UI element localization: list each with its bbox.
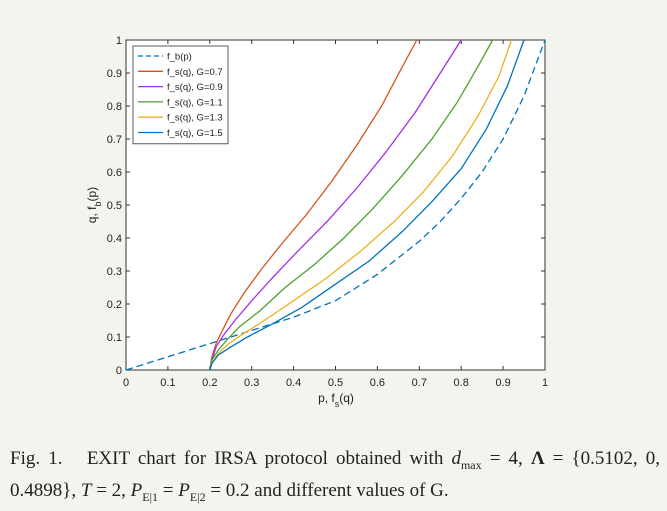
y-tick-label: 0.7 (107, 134, 122, 146)
x-tick-label: 0 (123, 377, 129, 389)
x-axis-label: p, fs(q) (318, 391, 354, 409)
y-tick-label: 1 (116, 35, 122, 47)
legend-entry-label: f_s(q), G=1.3 (167, 113, 223, 124)
legend-entry-label: f_b(p) (167, 52, 192, 63)
x-tick-label: 0.1 (160, 377, 175, 389)
y-tick-label: 0.5 (107, 200, 122, 212)
y-tick-label: 0.9 (107, 68, 122, 80)
x-tick-label: 0.5 (328, 377, 343, 389)
y-axis-label: q, fb(p) (85, 187, 103, 223)
x-tick-label: 0.6 (370, 377, 385, 389)
y-tick-label: 0.2 (107, 299, 122, 311)
legend-entry-label: f_s(q), G=1.5 (167, 128, 223, 139)
series-line-0 (125, 39, 546, 371)
series-line-1 (209, 39, 418, 371)
x-tick-label: 0.3 (244, 377, 259, 389)
x-tick-label: 0.2 (202, 377, 217, 389)
x-tick-label: 0.7 (412, 377, 427, 389)
y-tick-label: 0.1 (107, 332, 122, 344)
x-tick-label: 1 (542, 377, 548, 389)
y-tick-label: 0.3 (107, 266, 122, 278)
axis-ticks: 0 0.1 0.2 0.3 0.4 0.5 0.6 0.7 0.8 0.9 1 0 0.1 0.2 0.3 0… (107, 35, 548, 389)
x-tick-label: 0.9 (495, 377, 510, 389)
y-tick-label: 0.8 (107, 101, 122, 113)
series-line-4 (209, 39, 513, 371)
x-tick-label: 0.4 (286, 377, 301, 389)
y-tick-label: 0 (116, 365, 122, 377)
legend-box (132, 45, 229, 145)
legend-entry-label: f_s(q), G=0.9 (167, 82, 223, 93)
legend: f_b(p) f_s(q), G=0.7 f_s(q), G=0.9 f_s(q), … (132, 45, 229, 145)
series-line-5 (209, 39, 525, 371)
series-line-3 (209, 39, 494, 371)
series-line-2 (209, 39, 462, 371)
x-tick-label: 0.8 (454, 377, 469, 389)
y-tick-label: 0.4 (107, 233, 122, 245)
series-lines (125, 39, 546, 371)
legend-entry-label: f_s(q), G=0.7 (167, 67, 223, 78)
caption-label: Fig. 1. (10, 448, 63, 469)
exit-chart: 0 0.1 0.2 0.3 0.4 0.5 0.6 0.7 0.8 0.9 1 0 0.1 0.2 0.3 0… (85, 35, 548, 409)
y-tick-label: 0.6 (107, 167, 122, 179)
legend-entry-label: f_s(q), G=1.1 (167, 97, 223, 108)
figure-caption: Fig. 1. EXIT chart for IRSA protocol obt… (10, 448, 660, 504)
